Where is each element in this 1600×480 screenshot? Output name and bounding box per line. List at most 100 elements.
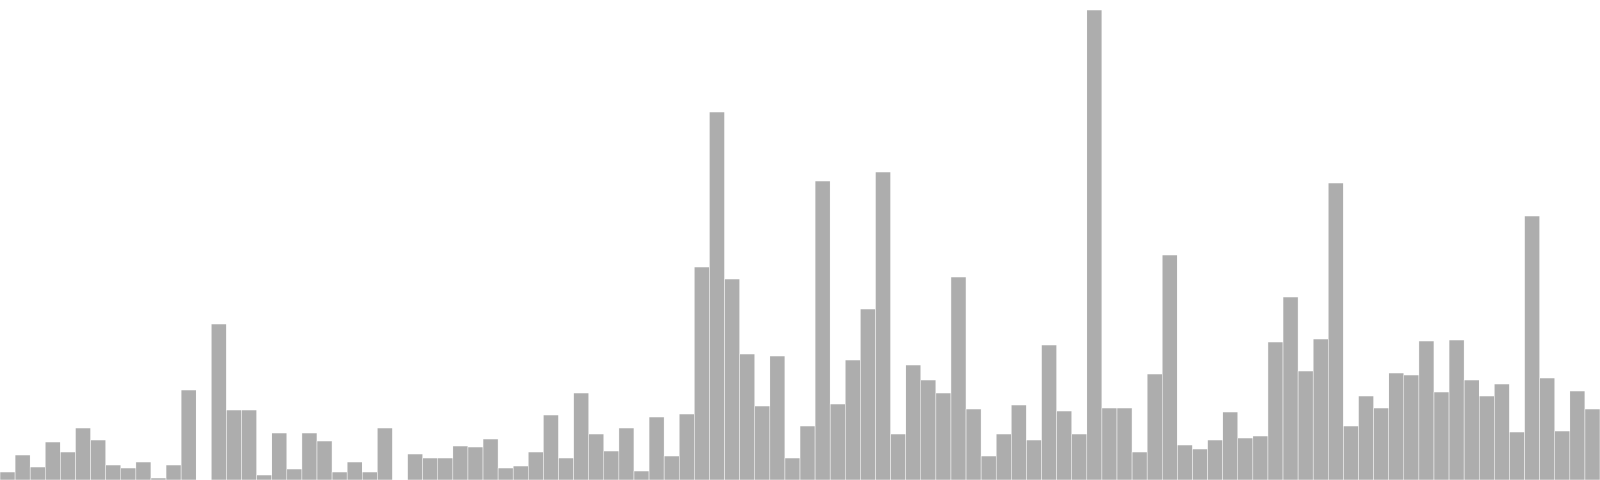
bar-46 bbox=[694, 266, 710, 480]
bar-32 bbox=[482, 438, 499, 480]
bar-1 bbox=[14, 454, 31, 480]
bar-17 bbox=[256, 474, 272, 480]
bar-68 bbox=[1026, 439, 1042, 480]
bar-105 bbox=[1584, 408, 1600, 480]
bar-67 bbox=[1011, 404, 1027, 480]
bar-59 bbox=[890, 433, 906, 480]
bar-97 bbox=[1463, 379, 1480, 480]
bar-44 bbox=[663, 455, 680, 480]
bar-73 bbox=[1101, 407, 1118, 480]
bar-8 bbox=[120, 467, 137, 480]
bar-85 bbox=[1282, 296, 1299, 480]
bar-75 bbox=[1131, 451, 1148, 480]
bar-42 bbox=[633, 470, 650, 480]
bar-55 bbox=[829, 403, 846, 480]
bar-70 bbox=[1056, 410, 1072, 480]
bar-30 bbox=[452, 445, 469, 480]
bar-62 bbox=[935, 392, 952, 480]
bar-54 bbox=[814, 180, 831, 480]
bar-93 bbox=[1403, 374, 1420, 480]
bar-91 bbox=[1373, 407, 1389, 480]
bar-60 bbox=[905, 364, 921, 480]
bar-50 bbox=[754, 405, 771, 480]
bar-3 bbox=[45, 441, 61, 480]
bar-47 bbox=[709, 111, 725, 480]
bar-22 bbox=[331, 471, 348, 480]
bar-74 bbox=[1116, 407, 1133, 480]
bar-81 bbox=[1222, 411, 1238, 480]
bar-80 bbox=[1207, 439, 1223, 480]
bar-86 bbox=[1297, 370, 1314, 480]
bar-48 bbox=[724, 278, 740, 480]
bar-7 bbox=[105, 464, 122, 480]
bar-100 bbox=[1509, 431, 1525, 480]
bar-40 bbox=[603, 450, 620, 480]
bar-11 bbox=[165, 464, 182, 480]
bar-101 bbox=[1524, 215, 1540, 480]
bar-96 bbox=[1448, 339, 1465, 480]
bar-65 bbox=[980, 455, 997, 480]
bar-5 bbox=[75, 427, 91, 480]
bar-84 bbox=[1267, 341, 1284, 480]
bar-16 bbox=[241, 409, 257, 480]
bar-78 bbox=[1177, 444, 1193, 480]
bar-38 bbox=[573, 392, 589, 480]
bar-27 bbox=[407, 453, 423, 480]
bar-34 bbox=[512, 465, 529, 480]
bar-37 bbox=[558, 457, 574, 480]
bar-58 bbox=[875, 171, 891, 480]
bar-36 bbox=[543, 414, 559, 480]
bar-89 bbox=[1343, 425, 1359, 480]
bar-20 bbox=[301, 432, 318, 480]
bar-45 bbox=[679, 413, 695, 480]
bar-71 bbox=[1071, 433, 1088, 480]
bar-92 bbox=[1388, 372, 1405, 480]
bar-43 bbox=[648, 416, 665, 480]
bar-63 bbox=[950, 276, 967, 480]
bar-25 bbox=[377, 427, 393, 480]
bar-77 bbox=[1162, 254, 1178, 480]
bar-83 bbox=[1252, 435, 1269, 480]
bar-19 bbox=[286, 468, 303, 480]
bar-98 bbox=[1479, 395, 1495, 480]
bar-79 bbox=[1192, 448, 1208, 480]
bar-12 bbox=[180, 389, 197, 480]
bar-104 bbox=[1569, 390, 1586, 480]
bar-69 bbox=[1041, 344, 1057, 480]
bar-94 bbox=[1418, 340, 1435, 480]
bar-56 bbox=[845, 359, 861, 480]
bar-61 bbox=[920, 379, 937, 480]
bar-18 bbox=[271, 432, 288, 480]
bar-102 bbox=[1539, 377, 1555, 480]
bar-64 bbox=[965, 408, 982, 480]
bar-72 bbox=[1086, 9, 1103, 480]
bar-6 bbox=[90, 439, 106, 480]
bar-15 bbox=[226, 409, 242, 480]
bar-31 bbox=[467, 446, 484, 480]
bar-52 bbox=[784, 457, 801, 480]
bar-99 bbox=[1494, 383, 1510, 480]
bar-88 bbox=[1328, 182, 1344, 480]
bar-21 bbox=[316, 440, 333, 480]
bar-28 bbox=[422, 457, 438, 480]
bar-23 bbox=[346, 461, 363, 480]
bar-9 bbox=[135, 461, 152, 480]
bar-2 bbox=[29, 466, 46, 480]
bar-33 bbox=[497, 467, 514, 480]
bar-76 bbox=[1146, 373, 1163, 480]
bar-90 bbox=[1358, 395, 1374, 480]
bar-51 bbox=[769, 355, 786, 480]
bar-87 bbox=[1312, 338, 1329, 480]
bar-39 bbox=[588, 433, 605, 480]
bar-0 bbox=[0, 471, 16, 480]
bar-66 bbox=[995, 433, 1012, 480]
bar-4 bbox=[60, 451, 76, 480]
bar-35 bbox=[528, 451, 544, 480]
bar-29 bbox=[437, 457, 454, 480]
bar-41 bbox=[618, 427, 635, 480]
bar-82 bbox=[1237, 437, 1254, 480]
bar-24 bbox=[362, 471, 378, 480]
bar-14 bbox=[211, 323, 227, 480]
bar-57 bbox=[860, 308, 876, 480]
